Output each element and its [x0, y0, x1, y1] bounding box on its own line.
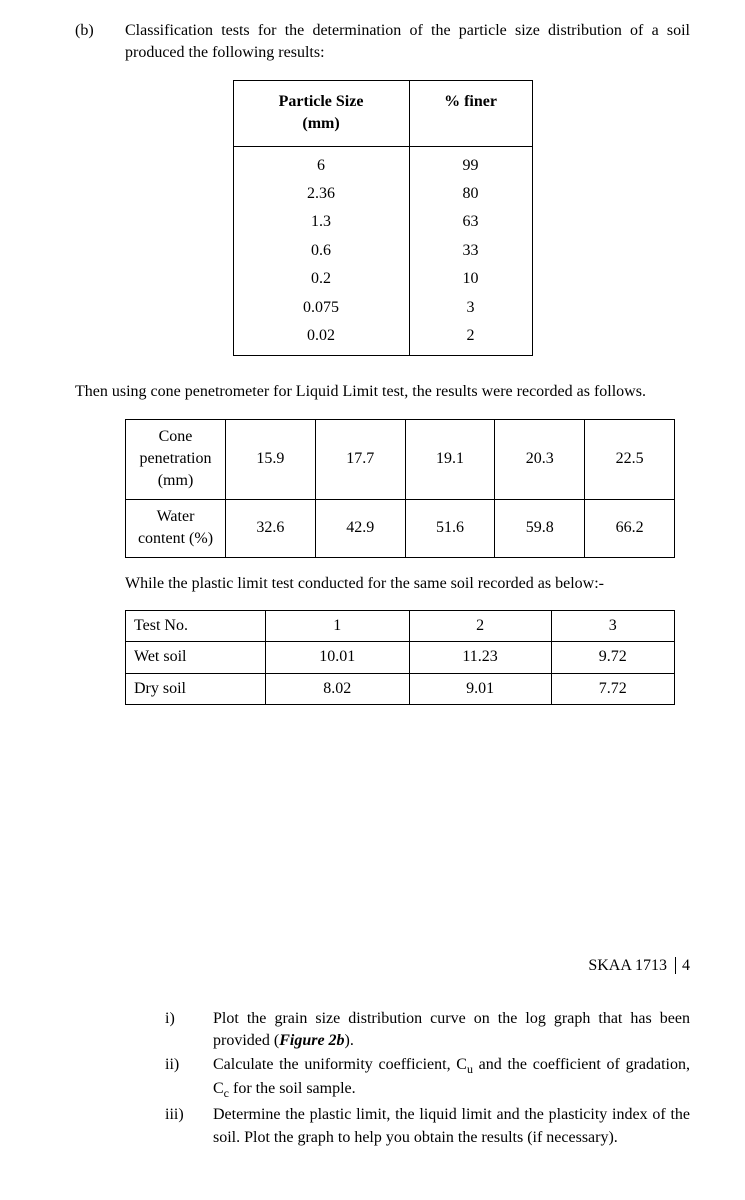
vertical-spacer	[75, 715, 690, 955]
pl-r2-3: 7.72	[551, 673, 674, 704]
sublabel-i: i)	[165, 1008, 213, 1030]
pfiner-2: 63	[409, 208, 532, 236]
psize-5: 0.075	[233, 294, 409, 322]
psize-6: 0.02	[233, 322, 409, 356]
psize-3: 0.6	[233, 237, 409, 265]
cone-intro-text: Then using cone penetrometer for Liquid …	[75, 381, 690, 403]
pl-r1-1: 10.01	[266, 642, 410, 673]
particle-header-size: Particle Size (mm)	[233, 80, 409, 146]
pl-r2-1: 8.02	[266, 673, 410, 704]
sublabel-iii: iii)	[165, 1104, 213, 1126]
subsection-i: i) Plot the grain size distribution curv…	[165, 1008, 690, 1053]
cone-r1-0: 15.9	[226, 419, 316, 499]
subsection-iii: iii) Determine the plastic limit, the li…	[165, 1104, 690, 1149]
pl-r1-3: 9.72	[551, 642, 674, 673]
pl-r2-0: Dry soil	[126, 673, 266, 704]
cone-r2-1: 42.9	[315, 499, 405, 557]
section-label: (b)	[75, 20, 125, 42]
course-code: SKAA 1713	[588, 957, 667, 974]
psize-2: 1.3	[233, 208, 409, 236]
pfiner-6: 2	[409, 322, 532, 356]
subcontent-iii: Determine the plastic limit, the liquid …	[213, 1104, 690, 1149]
cone-r2-0: 32.6	[226, 499, 316, 557]
page-footer: SKAA 1713 4	[75, 955, 690, 977]
cone-r1-2: 19.1	[405, 419, 495, 499]
plastic-intro-text: While the plastic limit test conducted f…	[125, 573, 690, 595]
pl-r2-2: 9.01	[409, 673, 551, 704]
pfiner-5: 3	[409, 294, 532, 322]
cone-row2-header: Watercontent (%)	[126, 499, 226, 557]
sublabel-ii: ii)	[165, 1054, 213, 1076]
cone-r2-2: 51.6	[405, 499, 495, 557]
plastic-limit-table: Test No. 1 2 3 Wet soil 10.01 11.23 9.72…	[125, 610, 675, 705]
pl-r1-2: 11.23	[409, 642, 551, 673]
cone-r1-1: 17.7	[315, 419, 405, 499]
pfiner-3: 33	[409, 237, 532, 265]
pfiner-1: 80	[409, 180, 532, 208]
pfiner-4: 10	[409, 265, 532, 293]
section-header: (b) Classification tests for the determi…	[75, 20, 690, 65]
cone-penetrometer-table: Conepenetration(mm) 15.9 17.7 19.1 20.3 …	[125, 419, 675, 558]
particle-size-table: Particle Size (mm) % finer 699 2.3680 1.…	[233, 80, 533, 357]
pl-r1-0: Wet soil	[126, 642, 266, 673]
figure-ref: Figure 2b	[279, 1032, 344, 1049]
particle-header-finer: % finer	[409, 80, 532, 146]
psize-4: 0.2	[233, 265, 409, 293]
page-number: 4	[675, 957, 690, 974]
section-intro: Classification tests for the determinati…	[125, 20, 690, 65]
cone-r1-3: 20.3	[495, 419, 585, 499]
cone-r1-4: 22.5	[585, 419, 675, 499]
pl-h3: 3	[551, 611, 674, 642]
pl-h0: Test No.	[126, 611, 266, 642]
psize-1: 2.36	[233, 180, 409, 208]
pfiner-0: 99	[409, 146, 532, 180]
cone-r2-4: 66.2	[585, 499, 675, 557]
pl-h2: 2	[409, 611, 551, 642]
subcontent-i: Plot the grain size distribution curve o…	[213, 1008, 690, 1053]
psize-0: 6	[233, 146, 409, 180]
pl-h1: 1	[266, 611, 410, 642]
subcontent-ii: Calculate the uniformity coefficient, Cu…	[213, 1054, 690, 1102]
cone-row1-header: Conepenetration(mm)	[126, 419, 226, 499]
subsection-ii: ii) Calculate the uniformity coefficient…	[165, 1054, 690, 1102]
cone-r2-3: 59.8	[495, 499, 585, 557]
